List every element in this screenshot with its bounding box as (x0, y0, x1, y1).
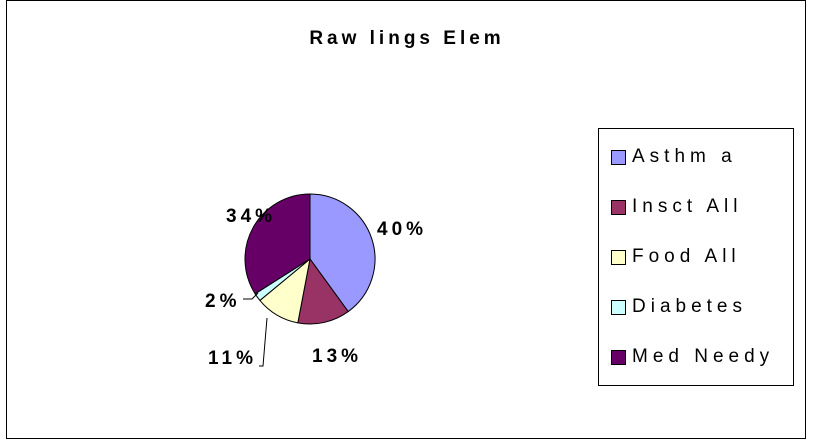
pie-slice-4 (244, 193, 311, 295)
legend-item-med-needy: Med Needy (611, 345, 774, 369)
legend-swatch (611, 349, 626, 365)
legend-label: Insct All (632, 196, 743, 217)
legend-label: Diabetes (632, 296, 747, 317)
data-label-4: 34% (226, 206, 276, 227)
leader-line-3 (243, 292, 259, 300)
data-label-1: 13% (312, 346, 362, 367)
legend-label: Med Needy (632, 346, 775, 367)
legend-swatch (611, 149, 626, 165)
legend-item-diabetes: Diabetes (611, 295, 747, 319)
chart-legend: Asthm a Insct All Food All Diabetes Med … (598, 128, 794, 386)
leader-line-2 (259, 317, 268, 367)
legend-label: Asthm a (632, 146, 737, 167)
data-label-3: 2% (205, 291, 240, 312)
legend-swatch (611, 299, 626, 315)
legend-item-asthma: Asthm a (611, 145, 737, 169)
legend-swatch (611, 249, 626, 265)
legend-item-food-allergy: Food All (611, 245, 741, 269)
pie-slice-0 (309, 193, 376, 313)
legend-swatch (611, 199, 626, 215)
legend-label: Food All (632, 246, 741, 267)
data-label-0: 40% (377, 219, 427, 240)
chart-title: Raw lings Elem (309, 28, 505, 49)
legend-item-insect-allergy: Insct All (611, 195, 742, 219)
data-label-2: 11% (208, 348, 257, 369)
